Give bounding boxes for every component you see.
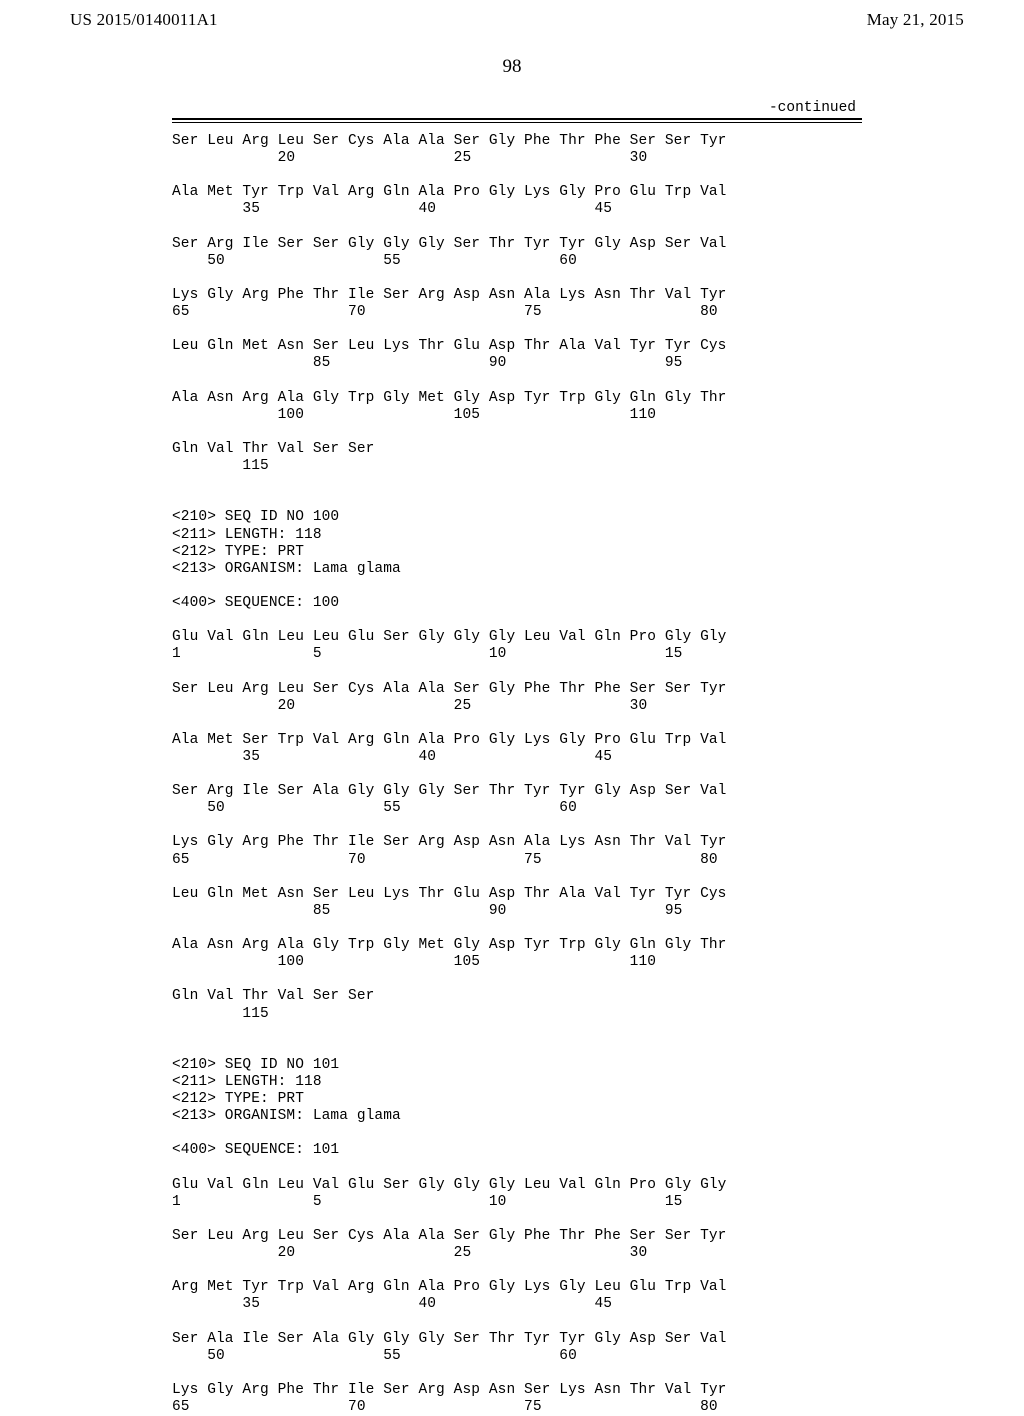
page-container: US 2015/0140011A1 May 21, 2015 98 -conti… bbox=[0, 0, 1024, 1320]
rule-heavy bbox=[172, 118, 862, 120]
page-header: US 2015/0140011A1 May 21, 2015 bbox=[0, 10, 1024, 30]
sequence-text: Ser Leu Arg Leu Ser Cys Ala Ala Ser Gly … bbox=[172, 133, 862, 1416]
publication-date: May 21, 2015 bbox=[867, 10, 964, 30]
rule-thin bbox=[172, 122, 862, 123]
continued-label: -continued bbox=[172, 100, 862, 116]
page-number: 98 bbox=[0, 56, 1024, 78]
sequence-listing-area: -continued Ser Leu Arg Leu Ser Cys Ala A… bbox=[162, 100, 862, 1416]
publication-number: US 2015/0140011A1 bbox=[70, 10, 218, 30]
